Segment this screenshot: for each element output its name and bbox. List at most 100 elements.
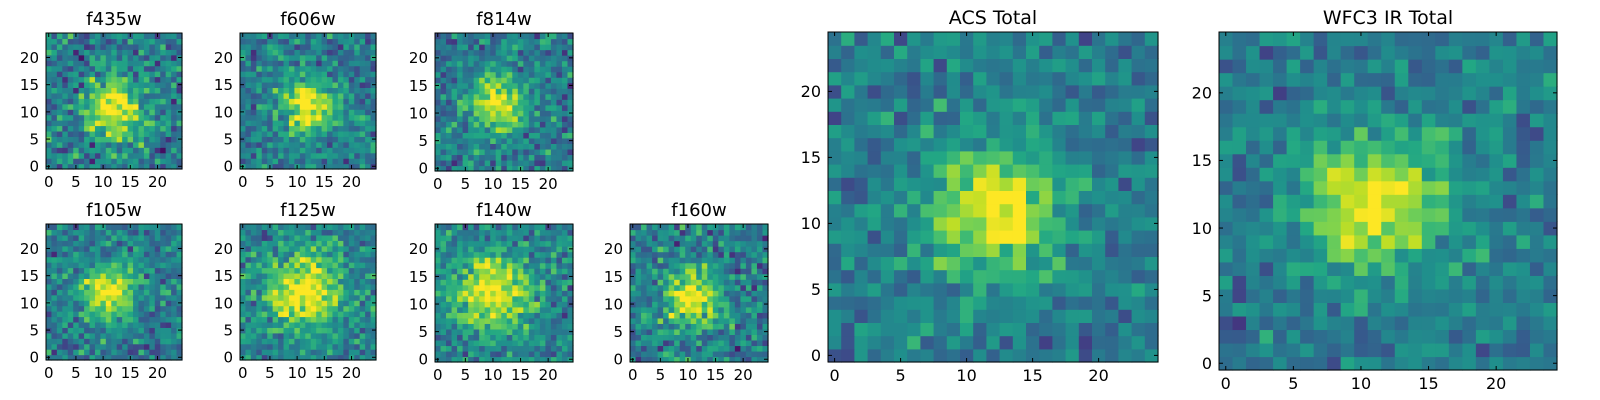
heatmap-cell [89, 245, 96, 252]
heatmap-cell [1118, 177, 1133, 191]
heatmap-cell [67, 54, 74, 61]
heatmap-cell [479, 279, 486, 286]
heatmap-cell [84, 224, 91, 231]
heatmap-cell [100, 136, 107, 143]
heatmap-cell [343, 125, 350, 132]
heatmap-cell [116, 136, 123, 143]
heatmap-cell [490, 110, 497, 117]
heatmap-cell [321, 103, 328, 110]
heatmap-cell [523, 38, 530, 45]
heatmap-cell [641, 279, 648, 286]
heatmap-cell [359, 125, 366, 132]
heatmap-cell [490, 229, 497, 236]
heatmap-cell [359, 43, 366, 50]
heatmap-cell [73, 240, 80, 247]
heatmap-cell [495, 246, 502, 253]
heatmap-cell [545, 328, 552, 335]
heatmap-cell [729, 323, 736, 330]
heatmap-cell [523, 246, 530, 253]
heatmap-cell [561, 121, 569, 128]
heatmap-cell [100, 125, 107, 132]
heatmap-cell [321, 109, 328, 116]
heatmap-cell [138, 163, 145, 170]
heatmap-cell [473, 115, 480, 122]
heatmap-cell [100, 92, 107, 99]
heatmap-cell [365, 224, 372, 231]
heatmap-cell [745, 345, 753, 352]
heatmap-cell [321, 272, 328, 279]
heatmap-cell [457, 224, 464, 231]
heatmap-cell [78, 136, 85, 143]
heatmap-cell [539, 121, 546, 128]
heatmap-cell [283, 141, 290, 148]
heatmap-cell [907, 269, 921, 284]
heatmap-cell [67, 92, 74, 99]
heatmap-cell [56, 163, 63, 170]
heatmap-cell [176, 33, 183, 40]
heatmap-cell [1065, 348, 1080, 363]
heatmap-cell [734, 224, 741, 231]
heatmap-cell [440, 88, 447, 95]
heatmap-cell [435, 235, 442, 242]
heatmap-cell [462, 159, 469, 167]
heatmap-cell [933, 190, 948, 205]
heatmap-cell [267, 311, 274, 318]
heatmap-cell [718, 262, 725, 269]
heatmap-cell [154, 136, 161, 143]
heatmap-cell [67, 120, 74, 127]
heatmap-cell [668, 317, 675, 324]
heatmap-cell [343, 120, 350, 127]
heatmap-cell [51, 152, 58, 159]
heatmap-cell [867, 296, 882, 310]
heatmap-cell [160, 152, 167, 159]
heatmap-cell [283, 43, 290, 50]
heatmap-cell [457, 334, 464, 341]
heatmap-cell [348, 141, 355, 148]
heatmap-cell [674, 290, 681, 297]
heatmap-cell [321, 76, 328, 83]
heatmap-cell [635, 328, 642, 335]
heatmap-cell [729, 334, 736, 341]
heatmap-cell [365, 234, 372, 241]
heatmap-cell [740, 262, 747, 269]
heatmap-cell [62, 316, 69, 323]
heatmap-cell [122, 294, 129, 301]
heatmap-cell [920, 282, 935, 297]
heatmap-cell [479, 306, 486, 313]
heatmap-cell [299, 87, 306, 94]
chart-title: f140w [476, 200, 531, 221]
heatmap-cell [165, 43, 172, 50]
heatmap-cell [84, 245, 91, 252]
heatmap-cell [440, 284, 447, 291]
heatmap-cell [756, 246, 764, 253]
heatmap-cell [78, 262, 85, 269]
heatmap-cell [105, 136, 112, 143]
heatmap-cell [635, 268, 642, 275]
heatmap-cell [674, 257, 681, 264]
heatmap-cell [294, 141, 301, 148]
heatmap-cell [272, 267, 279, 274]
heatmap-cell [46, 147, 53, 154]
heatmap-cell [94, 316, 101, 323]
heatmap-cell [506, 224, 513, 231]
heatmap-cell [490, 88, 497, 95]
heatmap-cell [94, 49, 101, 56]
heatmap-cell [343, 98, 350, 105]
heatmap-cell [734, 317, 741, 324]
heatmap-cell [674, 328, 681, 335]
heatmap-cell [933, 150, 948, 165]
heatmap-cell [354, 125, 361, 132]
heatmap-cell [122, 224, 129, 231]
heatmap-cell [354, 38, 361, 45]
heatmap-cell [348, 256, 355, 263]
heatmap-cell [176, 251, 183, 258]
heatmap-cell [506, 143, 513, 150]
heatmap-cell [674, 235, 681, 242]
heatmap-cell [359, 338, 366, 345]
heatmap-cell [294, 81, 301, 88]
heatmap-cell [78, 229, 85, 236]
heatmap-cell [267, 240, 274, 247]
heatmap-cell [165, 136, 172, 143]
chart-title: f606w [280, 9, 335, 30]
heatmap-cell [506, 251, 513, 258]
